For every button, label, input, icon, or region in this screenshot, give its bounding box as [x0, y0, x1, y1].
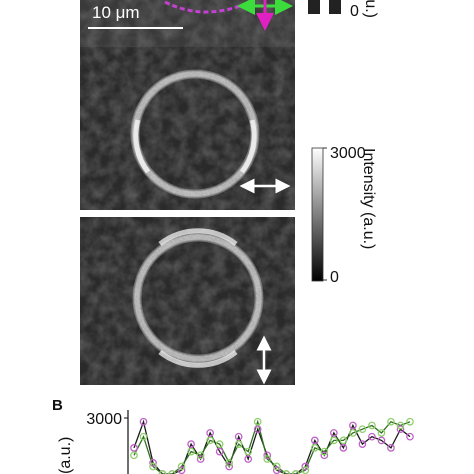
data-point [310, 436, 319, 445]
data-point [234, 440, 243, 448]
data-point [339, 436, 348, 445]
data-point [272, 466, 281, 474]
scale-bar-label: 10 μm [92, 3, 140, 22]
panel-label: B [52, 397, 63, 414]
top-colorbar: 0 (a.u.) [308, 0, 379, 20]
data-point [139, 417, 148, 426]
data-point [244, 447, 253, 456]
data-point [301, 466, 310, 474]
y-axis-label: (a.u.) [57, 437, 74, 474]
data-point [396, 421, 405, 430]
data-point [310, 444, 319, 452]
data-point [387, 444, 395, 452]
colorbar-min: 0 [330, 269, 339, 286]
data-point [225, 458, 234, 467]
data-point [253, 417, 262, 426]
data-point [196, 455, 205, 463]
data-point [330, 429, 338, 437]
data-point [368, 432, 376, 441]
top-image: 10 μm [80, 0, 295, 60]
data-point [187, 447, 195, 456]
data-point [206, 429, 214, 437]
data-point [177, 462, 186, 471]
series-line [133, 419, 411, 474]
data-point [320, 451, 329, 460]
data-point [406, 432, 414, 441]
data-point [234, 432, 243, 441]
data-point [272, 462, 281, 471]
middle-image [80, 47, 295, 210]
data-point [149, 462, 157, 471]
data-point [215, 447, 224, 456]
y-tick-label: 3000 [86, 411, 122, 428]
colorbar-max: 3000 [330, 145, 366, 162]
data-point [377, 429, 386, 437]
top-colorbar-label: (a.u.) [362, 0, 379, 18]
data-point [225, 462, 234, 471]
data-point [130, 444, 138, 452]
data-point [320, 447, 329, 456]
data-point [253, 425, 262, 434]
data-point [368, 421, 376, 430]
data-point [349, 421, 357, 430]
data-point [301, 462, 310, 471]
data-point [387, 417, 395, 426]
data-point [377, 436, 386, 445]
data-point [330, 436, 338, 445]
data-point [263, 455, 272, 463]
data-point [187, 440, 195, 448]
data-point [130, 451, 138, 460]
data-point [215, 440, 224, 448]
series-line [133, 419, 411, 474]
data-point [196, 451, 205, 460]
data-point [358, 425, 367, 434]
data-point [244, 455, 253, 463]
top-colorbar-min: 0 [350, 3, 359, 20]
data-point [339, 444, 348, 452]
colorbar: 3000 0 Intensity (a.u.) [311, 145, 377, 286]
data-point [396, 425, 405, 434]
data-point [349, 429, 357, 437]
data-point [406, 417, 414, 426]
data-point [358, 440, 367, 448]
data-point [206, 436, 214, 445]
data-point [177, 466, 186, 474]
bottom-image [80, 217, 295, 385]
colorbar-label: Intensity (a.u.) [360, 148, 377, 249]
data-point [263, 451, 272, 460]
data-point [139, 432, 148, 441]
data-point [149, 458, 157, 467]
